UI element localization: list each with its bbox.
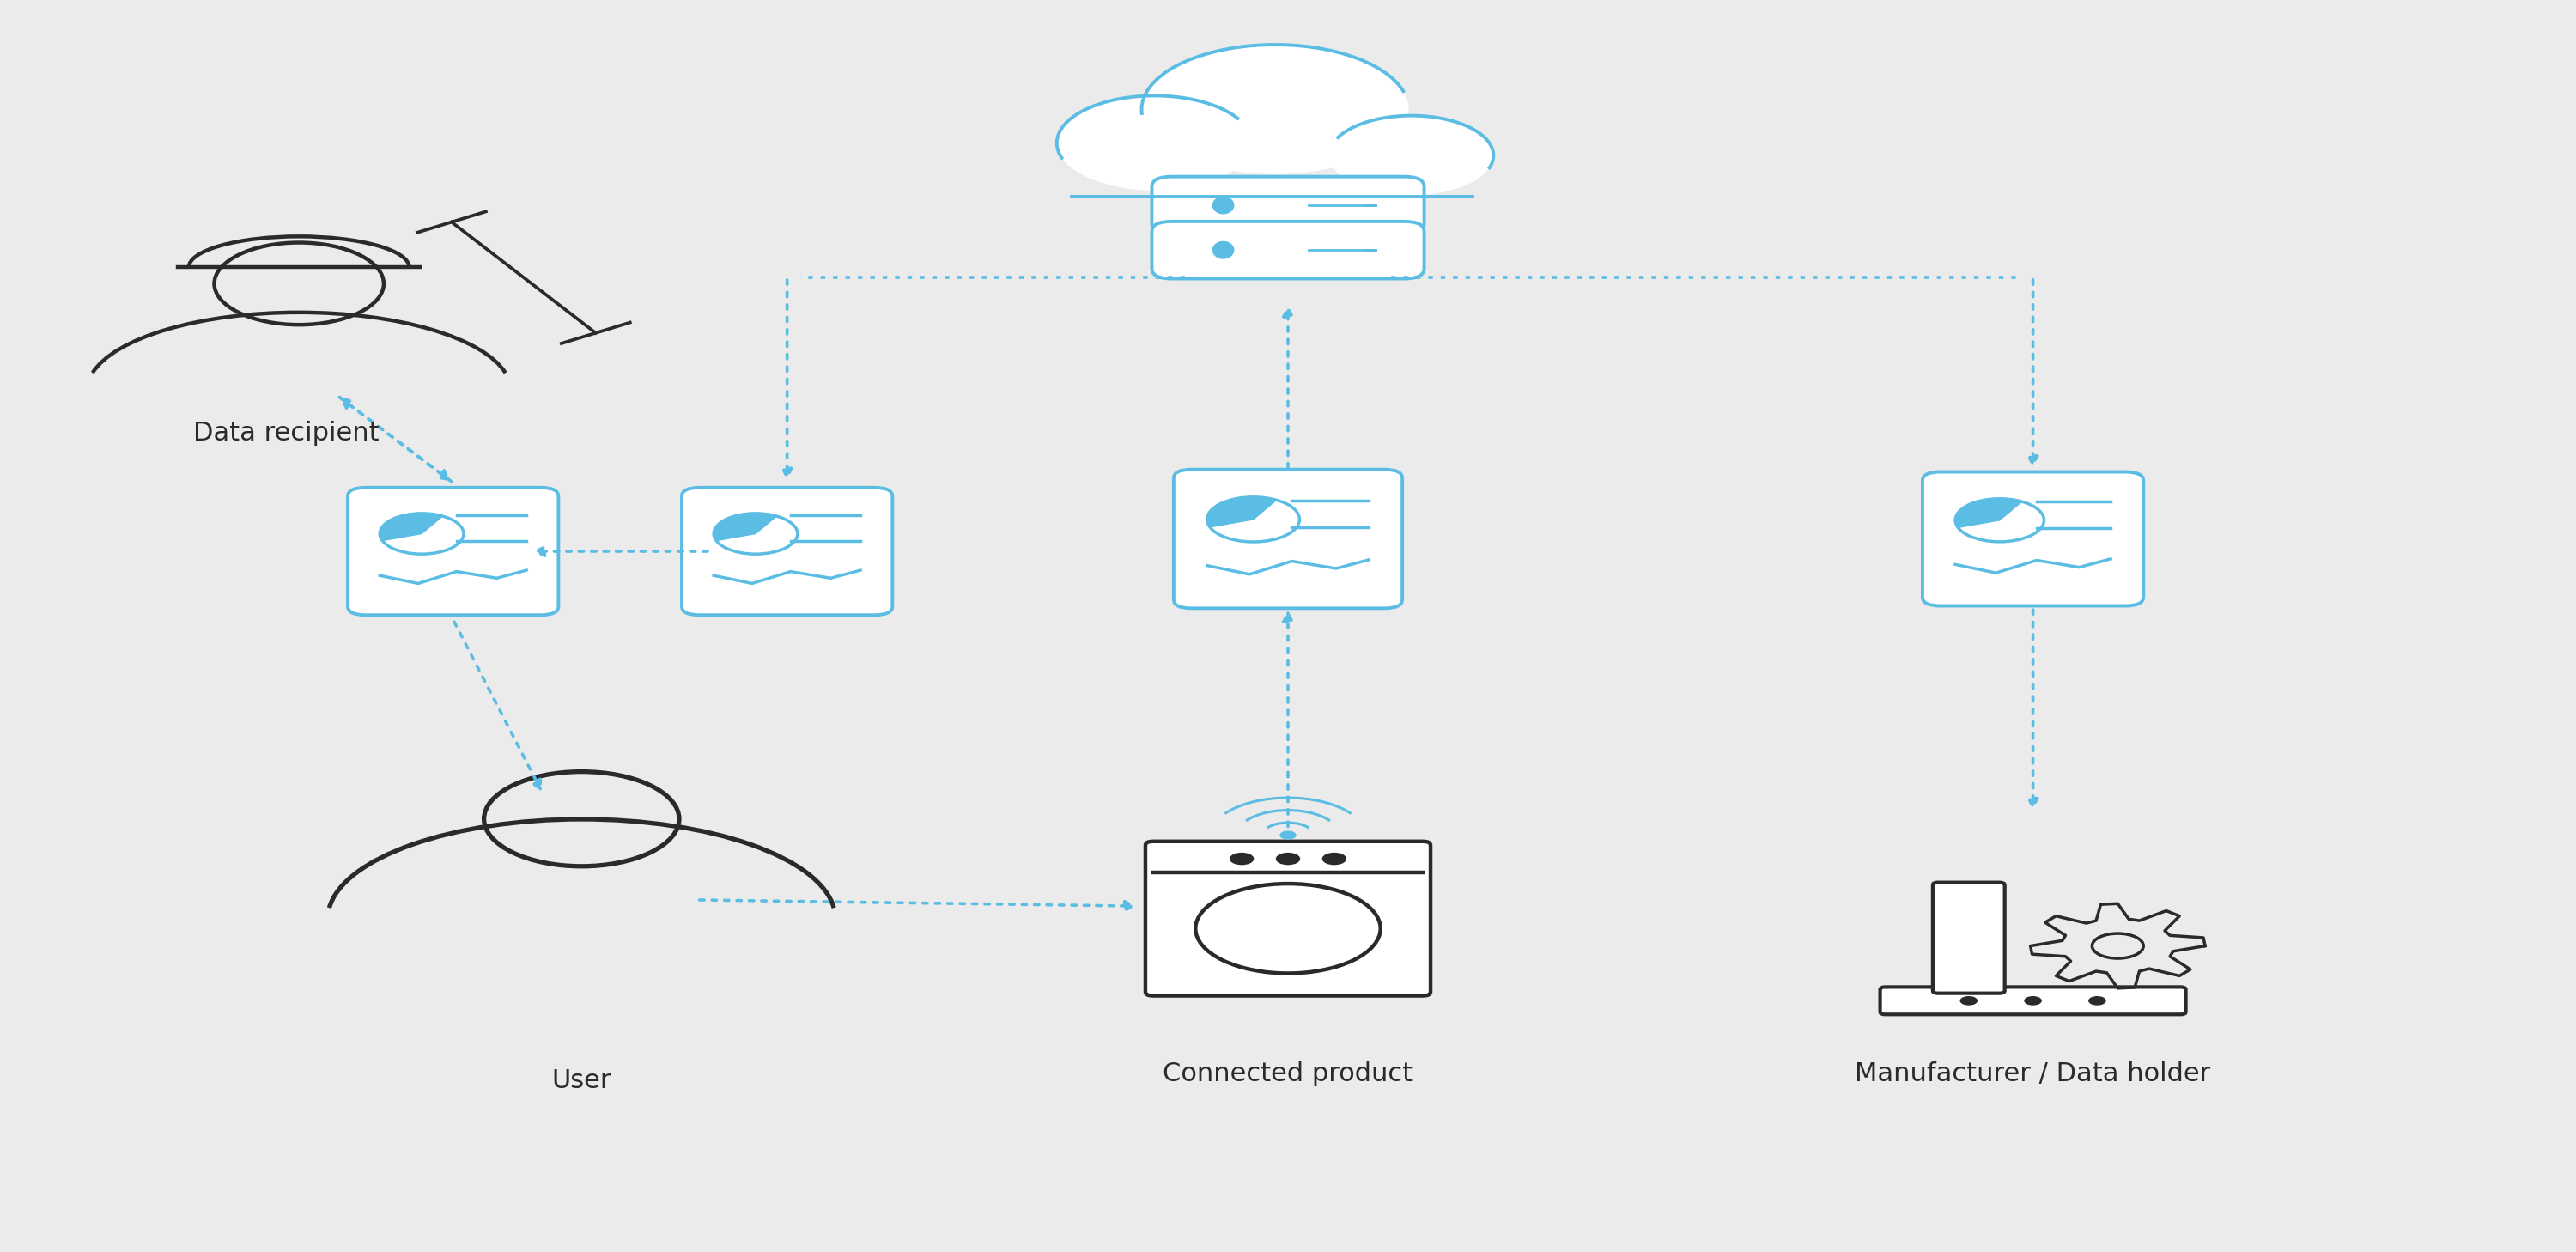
FancyBboxPatch shape — [1932, 883, 2004, 993]
FancyBboxPatch shape — [1151, 222, 1425, 279]
Circle shape — [2025, 997, 2040, 1004]
Wedge shape — [379, 513, 443, 541]
Text: Data recipient: Data recipient — [193, 421, 379, 446]
Circle shape — [1280, 831, 1296, 839]
Circle shape — [1278, 853, 1298, 864]
Circle shape — [1056, 95, 1252, 190]
Wedge shape — [1208, 497, 1278, 527]
Wedge shape — [1955, 498, 2022, 527]
FancyBboxPatch shape — [348, 487, 559, 615]
Circle shape — [1321, 853, 1345, 864]
Ellipse shape — [1213, 242, 1234, 258]
Text: Manufacturer / Data holder: Manufacturer / Data holder — [1855, 1062, 2210, 1087]
Wedge shape — [714, 513, 775, 541]
Text: Connected product: Connected product — [1162, 1062, 1414, 1087]
Circle shape — [1329, 115, 1494, 195]
FancyBboxPatch shape — [1146, 841, 1430, 995]
FancyBboxPatch shape — [1880, 987, 2187, 1014]
Circle shape — [1231, 853, 1255, 864]
FancyBboxPatch shape — [1175, 470, 1401, 608]
FancyBboxPatch shape — [683, 487, 891, 615]
Text: User: User — [551, 1068, 611, 1093]
Circle shape — [1141, 45, 1409, 174]
Ellipse shape — [1213, 197, 1234, 214]
FancyBboxPatch shape — [1151, 177, 1425, 234]
Circle shape — [2089, 997, 2105, 1004]
Circle shape — [1960, 997, 1976, 1004]
FancyBboxPatch shape — [1922, 472, 2143, 606]
